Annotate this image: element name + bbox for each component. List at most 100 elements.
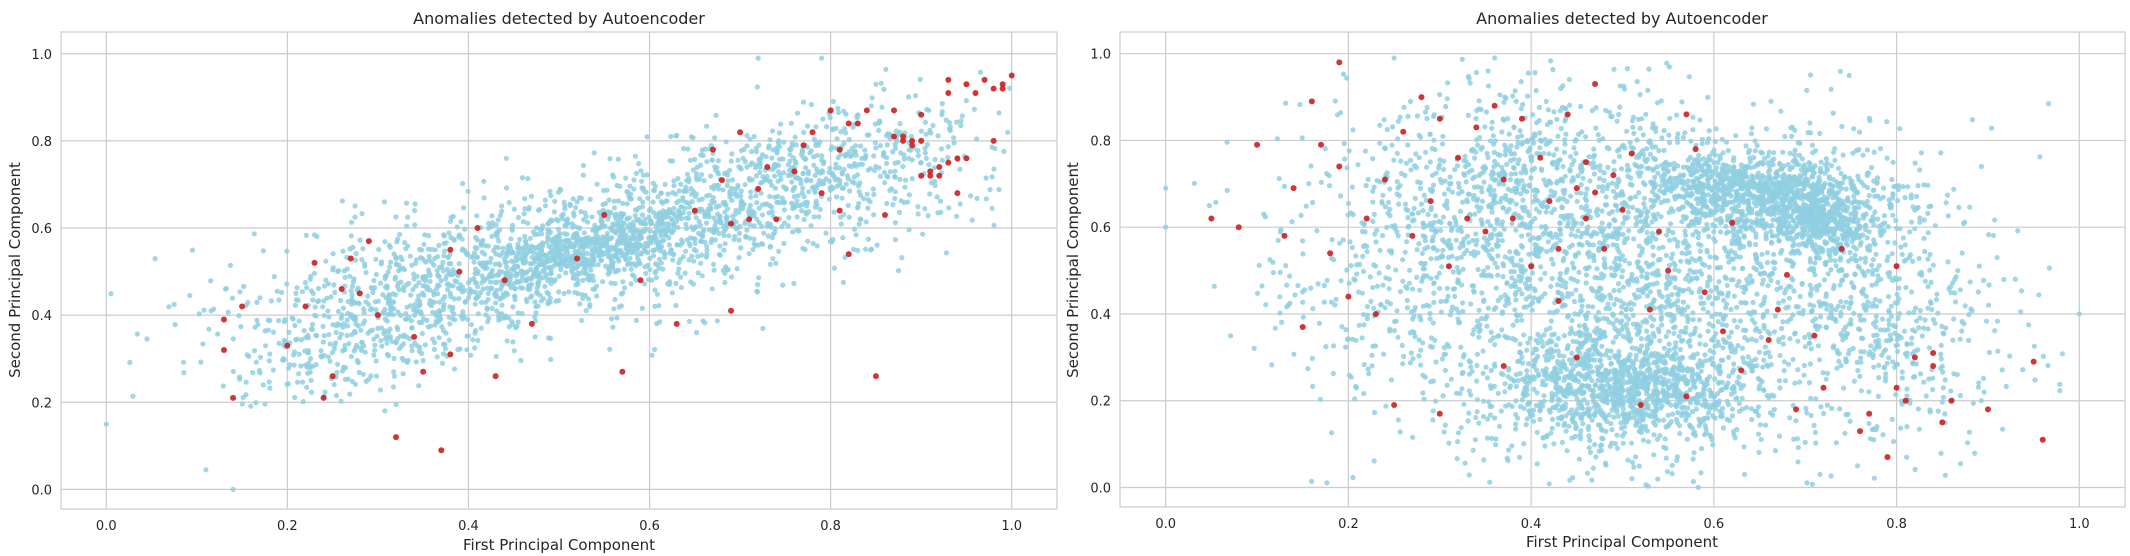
- normal-point: [1867, 118, 1873, 124]
- normal-point: [1978, 163, 1984, 170]
- normal-point: [594, 181, 600, 187]
- normal-point: [1884, 119, 1890, 125]
- normal-point: [1828, 267, 1834, 273]
- normal-point: [803, 178, 810, 184]
- normal-point: [1577, 293, 1584, 299]
- normal-point: [675, 270, 681, 276]
- normal-point: [686, 176, 692, 182]
- normal-point: [409, 343, 415, 349]
- normal-point: [1466, 388, 1472, 394]
- normal-point: [311, 270, 318, 276]
- normal-point: [262, 401, 268, 407]
- normal-point: [826, 196, 832, 202]
- normal-point: [721, 223, 727, 230]
- normal-point: [251, 231, 257, 237]
- normal-point: [776, 144, 783, 150]
- normal-point: [1608, 295, 1614, 301]
- normal-point: [1346, 200, 1352, 206]
- normal-point: [1990, 232, 1997, 239]
- normal-point: [1584, 266, 1590, 272]
- normal-point: [318, 348, 324, 354]
- normal-point: [788, 120, 795, 126]
- normal-point: [615, 221, 621, 227]
- normal-point: [370, 289, 376, 296]
- normal-point: [166, 304, 172, 310]
- normal-point: [1683, 214, 1689, 220]
- normal-point: [580, 250, 586, 256]
- normal-point: [1752, 251, 1759, 257]
- normal-point: [2015, 228, 2021, 234]
- normal-point: [321, 283, 328, 289]
- normal-point: [460, 181, 466, 187]
- normal-point: [849, 145, 855, 151]
- normal-point: [1563, 284, 1569, 290]
- normal-point: [1596, 248, 1602, 254]
- anomaly-point: [891, 107, 898, 114]
- normal-point: [284, 281, 290, 287]
- normal-point: [1474, 203, 1480, 210]
- normal-point: [1269, 362, 1275, 368]
- normal-point: [472, 270, 478, 277]
- normal-point: [1698, 294, 1704, 300]
- anomaly-point: [909, 137, 916, 144]
- normal-point: [1590, 304, 1596, 310]
- normal-point: [1986, 232, 1992, 238]
- normal-point: [1785, 319, 1791, 325]
- normal-point: [1620, 268, 1626, 274]
- normal-point: [1615, 281, 1622, 287]
- normal-point: [455, 347, 461, 353]
- normal-point: [1648, 262, 1654, 268]
- normal-point: [522, 196, 528, 202]
- normal-point: [1519, 291, 1525, 297]
- normal-point: [731, 237, 737, 243]
- normal-point: [618, 303, 625, 309]
- normal-point: [448, 214, 454, 221]
- normal-point: [1658, 314, 1665, 320]
- normal-point: [222, 286, 229, 292]
- normal-point: [887, 169, 893, 175]
- normal-point: [610, 172, 616, 178]
- normal-point: [1350, 474, 1356, 481]
- anomaly-point: [809, 129, 816, 136]
- normal-point: [1001, 148, 1007, 154]
- normal-point: [1655, 476, 1661, 482]
- normal-point: [594, 283, 600, 289]
- normal-point: [882, 180, 888, 186]
- normal-point: [588, 251, 594, 257]
- normal-point: [1512, 211, 1518, 217]
- normal-point: [1586, 249, 1592, 255]
- normal-point: [1745, 280, 1751, 287]
- normal-point: [607, 225, 613, 231]
- normal-point: [1723, 223, 1729, 229]
- normal-point: [1551, 206, 1557, 212]
- normal-point: [532, 299, 538, 305]
- normal-point: [378, 280, 384, 286]
- normal-point: [938, 146, 945, 152]
- normal-point: [1431, 299, 1437, 305]
- normal-point: [717, 243, 723, 249]
- normal-point: [313, 313, 319, 319]
- normal-point: [527, 285, 533, 291]
- normal-point: [1813, 323, 1819, 329]
- normal-point: [1663, 455, 1669, 461]
- normal-point: [455, 285, 461, 291]
- normal-point: [1705, 309, 1711, 315]
- normal-point: [1516, 286, 1522, 293]
- normal-point: [892, 173, 898, 180]
- normal-point: [519, 175, 526, 181]
- normal-point: [661, 255, 668, 261]
- normal-point: [1480, 348, 1486, 354]
- normal-point: [561, 231, 568, 237]
- normal-point: [585, 258, 591, 264]
- normal-point: [1672, 267, 1678, 273]
- normal-point: [715, 169, 721, 175]
- normal-point: [1459, 282, 1465, 288]
- normal-point: [1698, 470, 1704, 476]
- normal-point: [848, 153, 854, 160]
- normal-point: [833, 161, 839, 167]
- normal-point: [946, 126, 953, 132]
- normal-point: [814, 184, 820, 191]
- normal-point: [1523, 296, 1529, 302]
- normal-point: [548, 244, 554, 250]
- normal-point: [1617, 104, 1623, 110]
